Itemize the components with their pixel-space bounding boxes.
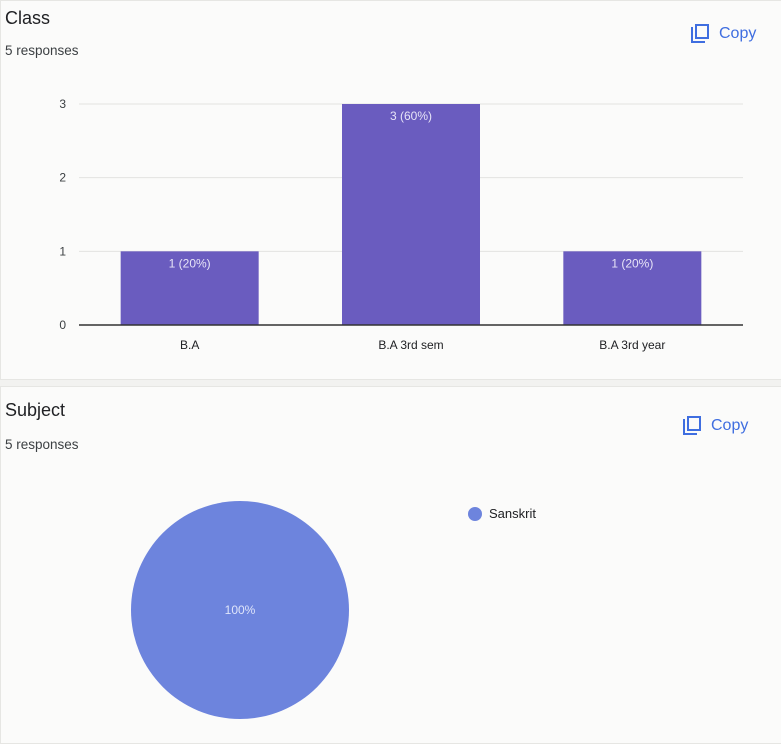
legend-label: Sanskrit (489, 506, 536, 521)
legend-swatch (468, 506, 482, 521)
bar-data-label: 1 (20%) (169, 256, 211, 270)
y-tick-label: 0 (59, 318, 66, 332)
x-tick-label: B.A 3rd year (599, 338, 665, 352)
copy-icon (689, 23, 711, 45)
subject-title: Subject (5, 400, 66, 420)
bar-chart: 0 1 2 3 1 (20%) B.A 3 (60%) B.A 3rd sem 1 (20%) B… (59, 97, 743, 352)
pie-data-label: 100% (225, 603, 256, 617)
class-chart-card: Class 5 responses Copy 0 1 2 3 1 (20%) B.A 3 (… (0, 0, 781, 380)
bar (342, 104, 480, 325)
bar-data-label: 1 (20%) (611, 256, 653, 270)
y-tick-label: 2 (59, 171, 66, 185)
y-tick-label: 1 (59, 244, 66, 258)
class-response-count: 5 responses (5, 43, 79, 58)
subject-chart-card: Subject 5 responses Copy (0, 386, 781, 744)
subject-response-count: 5 responses (5, 437, 79, 452)
bar (120, 251, 259, 325)
copy-icon (681, 415, 703, 437)
class-title: Class (5, 8, 51, 28)
x-tick-label: B.A (180, 338, 199, 352)
copy-label: Copy (719, 25, 757, 42)
bar (563, 251, 702, 325)
x-tick-label: B.A 3rd sem (378, 338, 443, 352)
pie-legend: Sanskrit (468, 506, 536, 521)
y-tick-label: 3 (59, 97, 66, 111)
pie-slice (131, 501, 349, 719)
copy-label: Copy (711, 417, 749, 434)
copy-button[interactable]: Copy (689, 23, 756, 45)
copy-button[interactable]: Copy (681, 415, 748, 437)
bar-data-label: 3 (60%) (390, 109, 432, 123)
